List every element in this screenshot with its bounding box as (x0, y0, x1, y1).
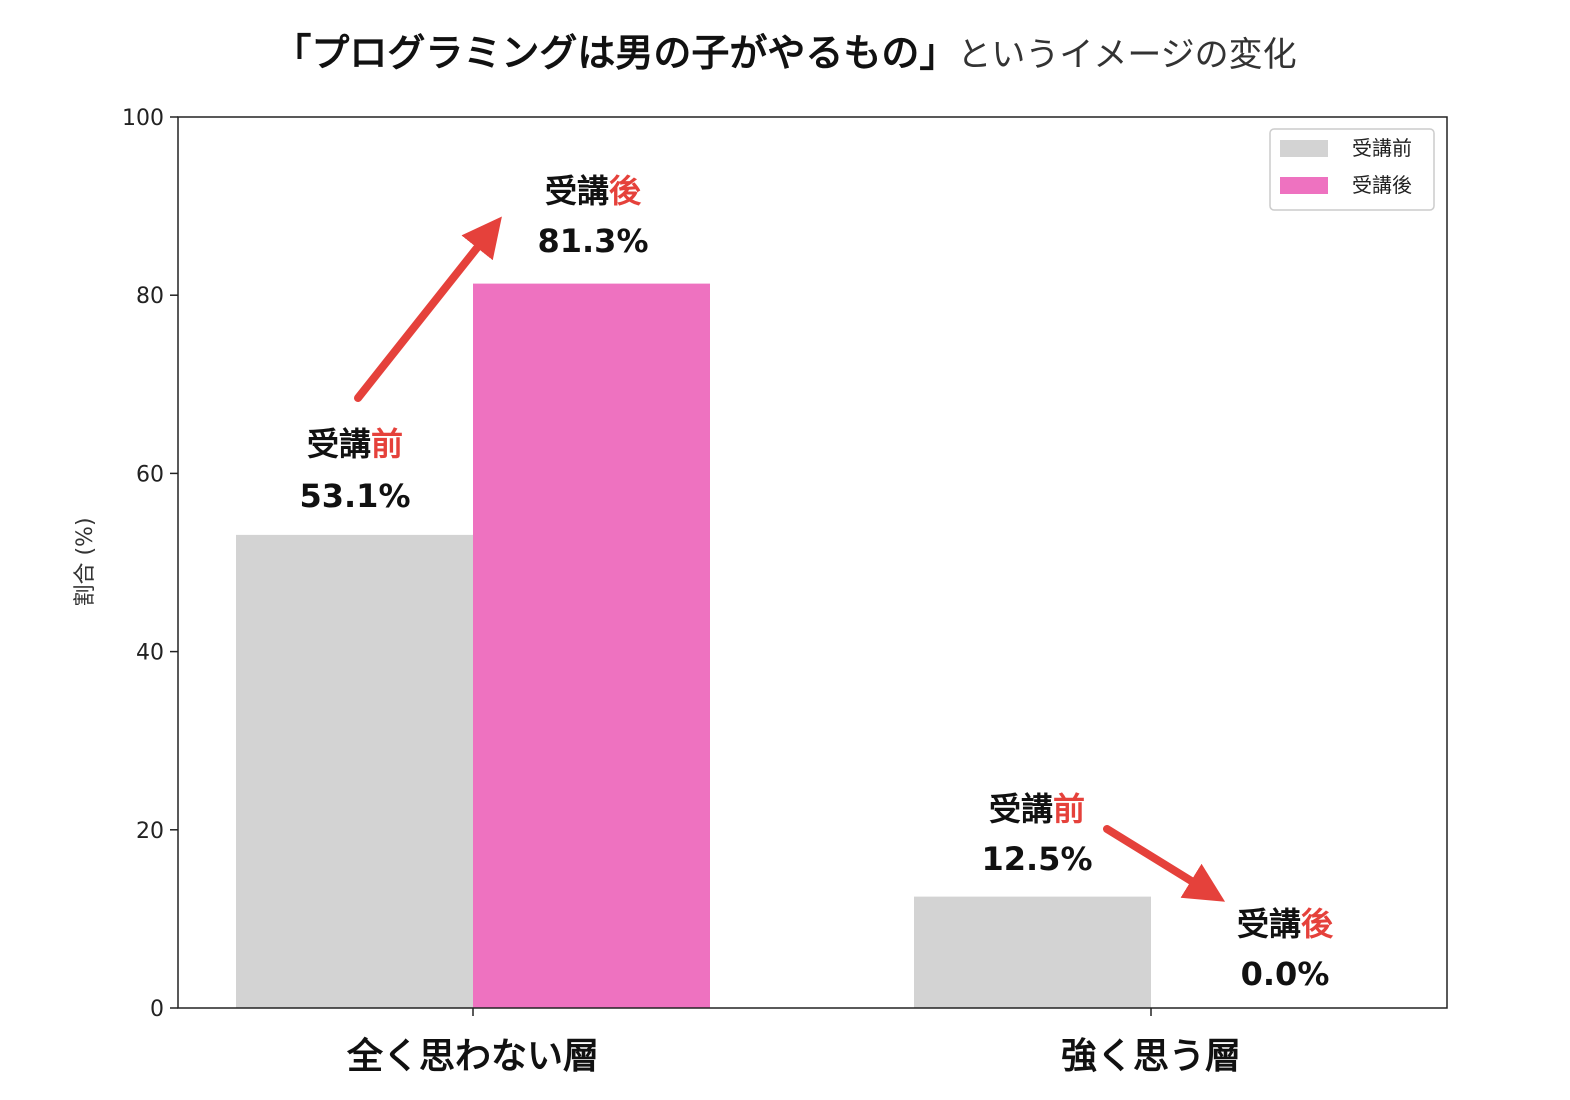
x-category-label-1: 全く思わない層 (346, 1035, 599, 1077)
annotation-label-base-3: 受講 (989, 790, 1053, 828)
annotation-label-base-2: 受講 (545, 172, 609, 210)
annotation-label-accent-4: 後 (1301, 905, 1334, 943)
annotation-label-2: 受講後 (545, 172, 642, 210)
y-axis-label: 割合 (%) (73, 517, 98, 606)
trend-arrow-up (354, 216, 502, 402)
y-tick-label-20: 20 (136, 819, 164, 844)
annotation-label-base-4: 受講 (1237, 905, 1301, 943)
annotation-value-2: 81.3% (537, 222, 648, 260)
annotation-value-3: 12.5% (981, 840, 1092, 878)
annotation-label-accent-1: 前 (371, 425, 403, 463)
y-tick-label-80: 80 (136, 284, 164, 309)
trend-arrow-down (1103, 825, 1226, 902)
y-tick-label-0: 0 (150, 997, 164, 1022)
x-category-label-2: 強く思う層 (1061, 1036, 1241, 1077)
legend-label-2: 受講後 (1352, 173, 1412, 197)
annotation-label-accent-3: 前 (1053, 790, 1085, 828)
annotation-label-4: 受講後 (1237, 905, 1334, 943)
annotation-value-1: 53.1% (299, 477, 410, 515)
annotation-value-4: 0.0% (1241, 955, 1330, 993)
annotation-label-1: 受講前 (307, 425, 403, 463)
legend-swatch-2 (1280, 177, 1328, 194)
chart-title-sub: というイメージの変化 (957, 35, 1297, 75)
annotation-label-base-1: 受講 (307, 425, 371, 463)
legend-swatch-1 (1280, 140, 1328, 157)
chart-title: 「プログラミングは男の子がやるもの」というイメージの変化 (0, 22, 1570, 77)
y-tick-label-40: 40 (136, 641, 164, 666)
chart-title-main: 「プログラミングは男の子がやるもの」 (273, 31, 958, 75)
bar-2-series-1 (914, 896, 1151, 1008)
y-tick-label-100: 100 (122, 106, 164, 131)
y-tick-label-60: 60 (136, 462, 164, 487)
bar-1-series-1 (236, 534, 473, 1008)
annotation-label-3: 受講前 (989, 790, 1085, 828)
bar-1-series-2 (473, 283, 710, 1008)
legend-label-1: 受講前 (1352, 136, 1412, 160)
annotation-label-accent-2: 後 (609, 172, 642, 210)
plot-frame (177, 116, 1448, 1009)
